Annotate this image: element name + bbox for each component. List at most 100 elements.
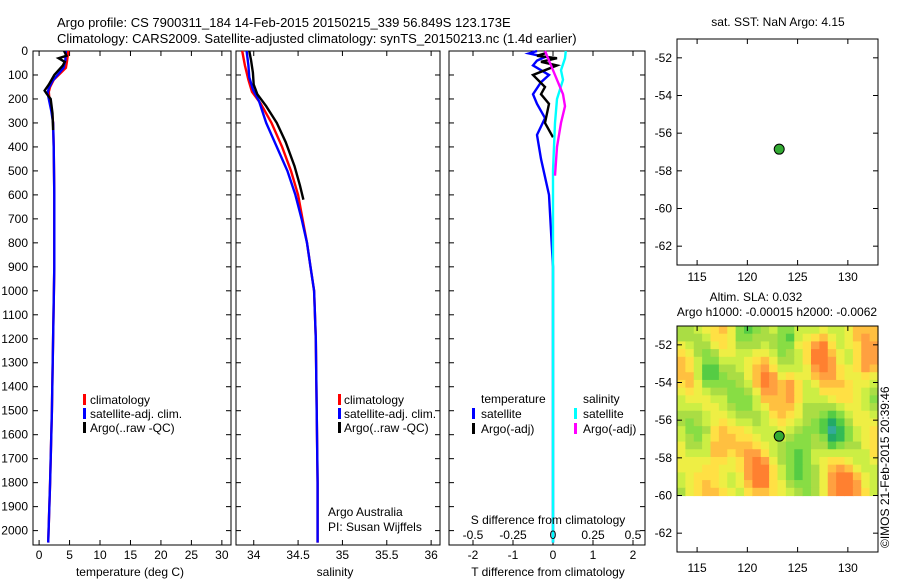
heatmap-cell bbox=[869, 464, 879, 473]
heatmap-cell bbox=[677, 449, 686, 458]
heatmap-cell bbox=[735, 433, 745, 443]
series-argo-raw-qc- bbox=[43, 50, 69, 131]
heatmap-cell bbox=[752, 356, 762, 366]
heatmap-cell bbox=[844, 395, 854, 404]
heatmap-cell bbox=[869, 433, 879, 443]
heatmap-cell bbox=[744, 449, 753, 458]
heatmap-cell bbox=[777, 326, 787, 335]
heatmap-cell bbox=[693, 372, 703, 381]
heatmap-cell bbox=[693, 333, 703, 342]
heatmap-cell bbox=[802, 326, 812, 335]
heatmap-cell bbox=[861, 418, 871, 427]
heatmap-cell bbox=[685, 333, 695, 342]
heatmap-cell bbox=[769, 403, 779, 412]
heatmap-cell bbox=[819, 356, 829, 366]
legend-title: salinity bbox=[583, 392, 620, 406]
heatmap-cell bbox=[852, 341, 862, 350]
depth-axis: 0 100 200 300 400 500 600 700 800 900 1000 1100 1200… bbox=[1, 44, 28, 538]
heatmap-cell bbox=[869, 372, 879, 381]
argo-location-marker bbox=[773, 143, 785, 155]
difference-xlabel: T difference from climatology bbox=[471, 565, 625, 579]
series-satellite-adj-clim- bbox=[245, 50, 319, 543]
plot-frame bbox=[235, 50, 441, 546]
heatmap-cell bbox=[702, 426, 712, 435]
top-tick-label: -0.25 bbox=[499, 528, 527, 542]
heatmap-cell bbox=[752, 433, 762, 443]
heatmap-cell bbox=[836, 356, 846, 366]
heatmap-cell bbox=[693, 449, 703, 458]
plot-frame bbox=[32, 50, 232, 546]
depth-tick-label: 500 bbox=[8, 164, 28, 178]
heatmap-cell bbox=[869, 356, 879, 366]
depth-tick-label: 900 bbox=[8, 260, 28, 274]
heatmap-cell bbox=[827, 349, 837, 358]
heatmap-cell bbox=[710, 456, 720, 466]
heatmap-cell bbox=[844, 480, 854, 489]
heatmap-cell bbox=[769, 449, 779, 458]
heatmap-cell bbox=[811, 364, 820, 373]
heatmap-cell bbox=[819, 480, 829, 489]
heatmap-cell bbox=[718, 449, 728, 458]
heatmap-cell bbox=[861, 433, 871, 443]
heatmap-cell bbox=[769, 364, 779, 373]
heatmap-cell bbox=[794, 487, 804, 497]
heatmap-cell bbox=[827, 326, 837, 335]
heatmap-cell bbox=[710, 356, 720, 366]
heatmap-cell bbox=[802, 333, 812, 342]
legend-swatch bbox=[83, 408, 86, 419]
heatmap-cell bbox=[710, 364, 720, 373]
heatmap-cell bbox=[685, 341, 695, 350]
heatmap-cell bbox=[752, 426, 762, 435]
heatmap-cell bbox=[685, 387, 695, 396]
heatmap-cell bbox=[869, 472, 879, 481]
heatmap-cell bbox=[836, 395, 846, 404]
heatmap-cell bbox=[802, 456, 812, 466]
heatmap-cell bbox=[760, 379, 770, 389]
heatmap-cell bbox=[819, 487, 829, 497]
heatmap-cell bbox=[819, 449, 829, 458]
heatmap-cell bbox=[861, 449, 871, 458]
heatmap-cell bbox=[869, 364, 879, 373]
y-tick-label: -56 bbox=[655, 413, 673, 427]
legend-swatch bbox=[574, 423, 577, 434]
depth-tick-label: 2000 bbox=[1, 524, 28, 538]
heatmap-cell bbox=[718, 441, 728, 450]
depth-tick-label: 1100 bbox=[2, 308, 28, 322]
depth-tick-label: 1600 bbox=[1, 428, 28, 442]
heatmap-cell bbox=[744, 410, 753, 420]
x-tick-label: 125 bbox=[788, 561, 808, 575]
heatmap-cell bbox=[802, 341, 812, 350]
heatmap-cell bbox=[769, 372, 779, 381]
heatmap-cell bbox=[769, 433, 779, 443]
heatmap-cell bbox=[710, 349, 720, 358]
heatmap-cell bbox=[685, 326, 695, 335]
heatmap-cell bbox=[785, 403, 795, 412]
heatmap-cell bbox=[727, 480, 737, 489]
heatmap-cell bbox=[710, 426, 720, 435]
y-tick-label: -56 bbox=[655, 126, 673, 140]
heatmap-cell bbox=[794, 410, 804, 420]
legend-swatch bbox=[574, 408, 577, 419]
x-tick-label: 130 bbox=[838, 270, 858, 284]
heatmap-cell bbox=[735, 364, 745, 373]
heatmap-cell bbox=[852, 449, 862, 458]
heatmap-cell bbox=[861, 364, 871, 373]
heatmap-cell bbox=[744, 418, 753, 427]
heatmap-cell bbox=[869, 480, 879, 489]
y-tick-label: -54 bbox=[655, 376, 673, 390]
heatmap-cell bbox=[802, 349, 812, 358]
heatmap-cell bbox=[677, 472, 686, 481]
heatmap-cell bbox=[794, 403, 804, 412]
heatmap-cell bbox=[744, 326, 753, 335]
heatmap-cell bbox=[811, 395, 820, 404]
heatmap-cell bbox=[677, 341, 686, 350]
y-tick-label: -60 bbox=[655, 202, 673, 216]
heatmap-cell bbox=[785, 326, 795, 335]
heatmap-cell bbox=[693, 480, 703, 489]
heatmap-cell bbox=[836, 487, 846, 497]
heatmap-cell bbox=[869, 426, 879, 435]
heatmap-cell bbox=[769, 441, 779, 450]
heatmap-cell bbox=[802, 449, 812, 458]
heatmap-cell bbox=[727, 341, 737, 350]
heatmap-cell bbox=[777, 472, 787, 481]
